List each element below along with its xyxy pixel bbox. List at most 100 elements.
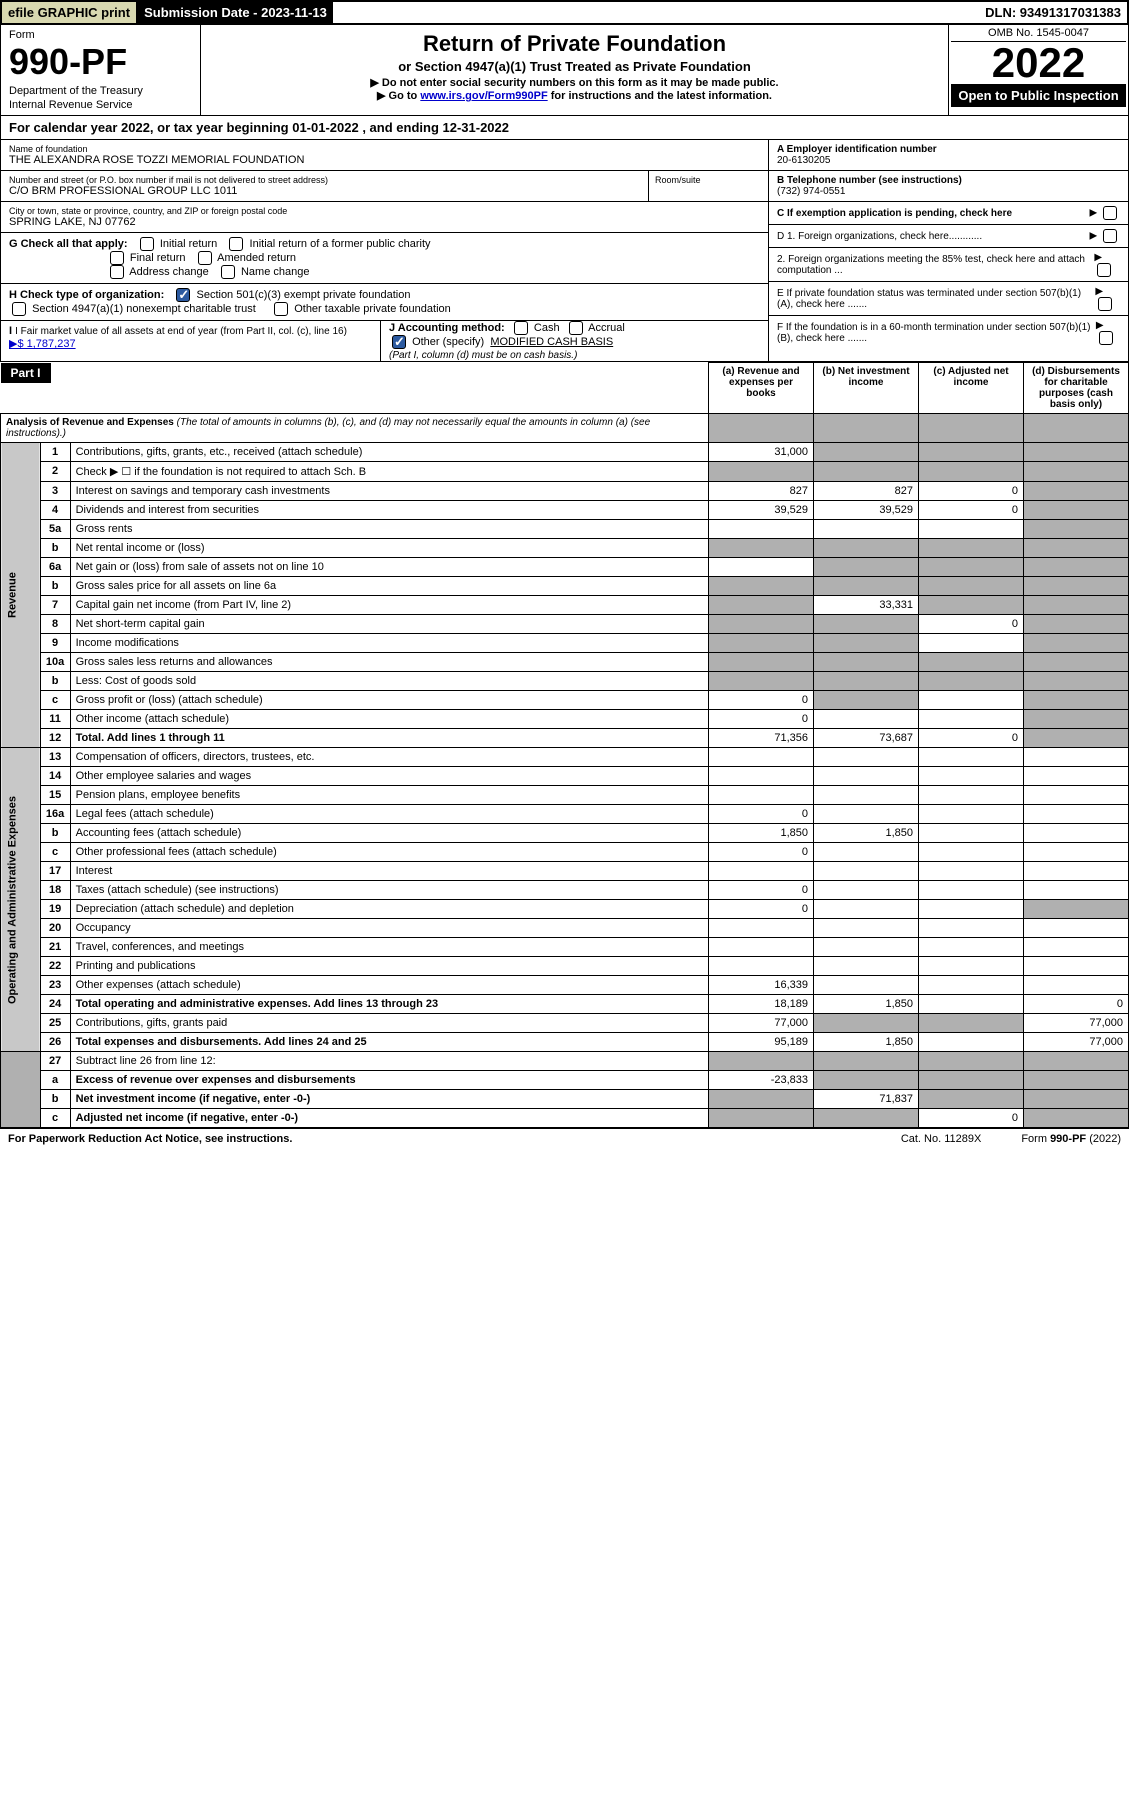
amount-cell xyxy=(1024,729,1129,748)
amount-cell xyxy=(919,462,1024,482)
line-description: Interest on savings and temporary cash i… xyxy=(70,482,708,501)
amount-cell: 0 xyxy=(709,710,814,729)
submission-date: Submission Date - 2023-11-13 xyxy=(138,2,333,23)
paperwork-notice: For Paperwork Reduction Act Notice, see … xyxy=(8,1133,292,1145)
501c3-checkbox[interactable] xyxy=(176,288,190,302)
col-d-header: (d) Disbursements for charitable purpose… xyxy=(1024,363,1129,414)
amount-cell xyxy=(919,843,1024,862)
amount-cell xyxy=(709,596,814,615)
amount-cell xyxy=(709,1109,814,1128)
amount-cell xyxy=(1024,615,1129,634)
table-row: 6aNet gain or (loss) from sale of assets… xyxy=(1,558,1129,577)
table-row: 14Other employee salaries and wages xyxy=(1,767,1129,786)
irs-link[interactable]: www.irs.gov/Form990PF xyxy=(420,90,547,102)
line-number: 25 xyxy=(40,1014,70,1033)
line-number: 24 xyxy=(40,995,70,1014)
top-bar: efile GRAPHIC print Submission Date - 20… xyxy=(0,0,1129,25)
line-description: Contributions, gifts, grants paid xyxy=(70,1014,708,1033)
amount-cell xyxy=(814,957,919,976)
amount-cell xyxy=(814,1014,919,1033)
table-row: 19Depreciation (attach schedule) and dep… xyxy=(1,900,1129,919)
amount-cell xyxy=(1024,824,1129,843)
table-row: 20Occupancy xyxy=(1,919,1129,938)
amount-cell: 0 xyxy=(709,843,814,862)
line-number: 16a xyxy=(40,805,70,824)
city-label: City or town, state or province, country… xyxy=(9,206,760,216)
initial-return-checkbox[interactable] xyxy=(140,237,154,251)
initial-former-checkbox[interactable] xyxy=(229,237,243,251)
section-d1: D 1. Foreign organizations, check here..… xyxy=(777,231,982,242)
amended-return-checkbox[interactable] xyxy=(198,251,212,265)
fmv-value[interactable]: ▶$ 1,787,237 xyxy=(9,338,76,350)
foreign-85-checkbox[interactable] xyxy=(1097,263,1111,277)
exemption-pending-checkbox[interactable] xyxy=(1103,206,1117,220)
amount-cell xyxy=(919,805,1024,824)
amount-cell xyxy=(919,786,1024,805)
line-description: Gross rents xyxy=(70,520,708,539)
line-description: Occupancy xyxy=(70,919,708,938)
dept-irs: Internal Revenue Service xyxy=(9,99,192,111)
amount-cell xyxy=(919,976,1024,995)
amount-cell xyxy=(919,881,1024,900)
line-number: 18 xyxy=(40,881,70,900)
line-description: Other expenses (attach schedule) xyxy=(70,976,708,995)
foreign-org-checkbox[interactable] xyxy=(1103,229,1117,243)
amount-cell: 0 xyxy=(919,501,1024,520)
amount-cell: 0 xyxy=(1024,995,1129,1014)
form-subtitle: or Section 4947(a)(1) Trust Treated as P… xyxy=(207,59,942,74)
amount-cell: 0 xyxy=(709,805,814,824)
amount-cell xyxy=(919,1033,1024,1052)
table-row: 21Travel, conferences, and meetings xyxy=(1,938,1129,957)
section-d2: 2. Foreign organizations meeting the 85%… xyxy=(777,254,1094,276)
part1-table: Part I (a) Revenue and expenses per book… xyxy=(0,362,1129,1128)
amount-cell xyxy=(1024,482,1129,501)
catalog-number: Cat. No. 11289X xyxy=(901,1133,982,1145)
table-row: 22Printing and publications xyxy=(1,957,1129,976)
60month-checkbox[interactable] xyxy=(1099,331,1113,345)
line-description: Travel, conferences, and meetings xyxy=(70,938,708,957)
amount-cell xyxy=(1024,691,1129,710)
efile-print-button[interactable]: efile GRAPHIC print xyxy=(2,2,138,23)
amount-cell xyxy=(814,767,919,786)
table-row: bNet investment income (if negative, ent… xyxy=(1,1090,1129,1109)
amount-cell xyxy=(709,672,814,691)
other-method-checkbox[interactable] xyxy=(392,335,406,349)
line-number: b xyxy=(40,1090,70,1109)
table-row: cGross profit or (loss) (attach schedule… xyxy=(1,691,1129,710)
amount-cell: 0 xyxy=(919,482,1024,501)
section-h: H Check type of organization: Section 50… xyxy=(1,284,768,321)
amount-cell xyxy=(1024,596,1129,615)
amount-cell: 39,529 xyxy=(814,501,919,520)
phone-value: (732) 974-0551 xyxy=(777,186,1120,197)
other-taxable-checkbox[interactable] xyxy=(274,302,288,316)
amount-cell xyxy=(919,1071,1024,1090)
accrual-checkbox[interactable] xyxy=(569,321,583,335)
form-title: Return of Private Foundation xyxy=(207,31,942,57)
final-return-checkbox[interactable] xyxy=(110,251,124,265)
line-number: b xyxy=(40,824,70,843)
line-description: Subtract line 26 from line 12: xyxy=(70,1052,708,1071)
amount-cell xyxy=(919,919,1024,938)
amount-cell: 1,850 xyxy=(814,1033,919,1052)
amount-cell xyxy=(1024,1090,1129,1109)
amount-cell xyxy=(709,653,814,672)
amount-cell: 77,000 xyxy=(1024,1014,1129,1033)
line-number: c xyxy=(40,843,70,862)
table-row: bNet rental income or (loss) xyxy=(1,539,1129,558)
amount-cell: -23,833 xyxy=(709,1071,814,1090)
address-change-checkbox[interactable] xyxy=(110,265,124,279)
cash-checkbox[interactable] xyxy=(514,321,528,335)
line-description: Contributions, gifts, grants, etc., rece… xyxy=(70,443,708,462)
amount-cell xyxy=(1024,1109,1129,1128)
line-number: 19 xyxy=(40,900,70,919)
line-description: Total operating and administrative expen… xyxy=(70,995,708,1014)
line-number: 13 xyxy=(40,748,70,767)
amount-cell xyxy=(1024,748,1129,767)
amount-cell xyxy=(814,691,919,710)
4947-checkbox[interactable] xyxy=(12,302,26,316)
phone-label: B Telephone number (see instructions) xyxy=(777,175,1120,186)
amount-cell xyxy=(919,862,1024,881)
name-change-checkbox[interactable] xyxy=(221,265,235,279)
amount-cell xyxy=(814,710,919,729)
terminated-checkbox[interactable] xyxy=(1098,297,1112,311)
